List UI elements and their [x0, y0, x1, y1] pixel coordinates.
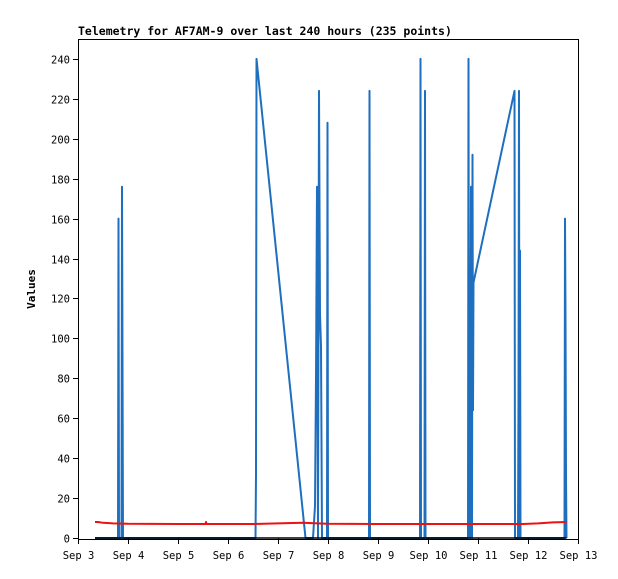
y-tick-label: 60 [57, 414, 70, 426]
y-tick-label: 100 [51, 334, 70, 346]
x-tick-label: Sep 5 [163, 550, 195, 562]
y-tick-label: 0 [64, 534, 70, 546]
x-tick-label: Sep 13 [560, 550, 598, 562]
y-tick-label: 180 [51, 175, 70, 187]
y-axis-label: Values [25, 269, 38, 309]
y-axis-ticks: 0 20 40 60 80 100 120 140 160 180 200 220 240 [51, 55, 78, 546]
x-tick-label: Sep 8 [313, 550, 345, 562]
y-tick-label: 20 [57, 494, 70, 506]
x-tick-label: Sep 10 [410, 550, 448, 562]
x-tick-label: Sep 6 [213, 550, 245, 562]
y-tick-label: 40 [57, 454, 70, 466]
x-tick-label: Sep 12 [510, 550, 548, 562]
x-tick-label: Sep 7 [263, 550, 295, 562]
y-tick-label: 200 [51, 135, 70, 147]
y-tick-label: 140 [51, 255, 70, 267]
chart-title: Telemetry for AF7AM-9 over last 240 hour… [78, 24, 452, 38]
y-tick-label: 80 [57, 374, 70, 386]
x-tick-label: Sep 11 [460, 550, 498, 562]
series-layer [95, 57, 568, 539]
x-tick-label: Sep 4 [113, 550, 145, 562]
series-line-2 [95, 521, 567, 525]
series-line-1 [95, 57, 568, 539]
y-tick-label: 220 [51, 95, 70, 107]
y-tick-label: 240 [51, 55, 70, 67]
y-tick-label: 160 [51, 215, 70, 227]
x-axis-ticks: Sep 3 Sep 4 Sep 5 Sep 6 Sep 7 Sep 8 Sep 9 Sep 1… [63, 538, 598, 562]
x-tick-label: Sep 3 [63, 550, 95, 562]
y-tick-label: 120 [51, 294, 70, 306]
x-tick-label: Sep 9 [363, 550, 395, 562]
